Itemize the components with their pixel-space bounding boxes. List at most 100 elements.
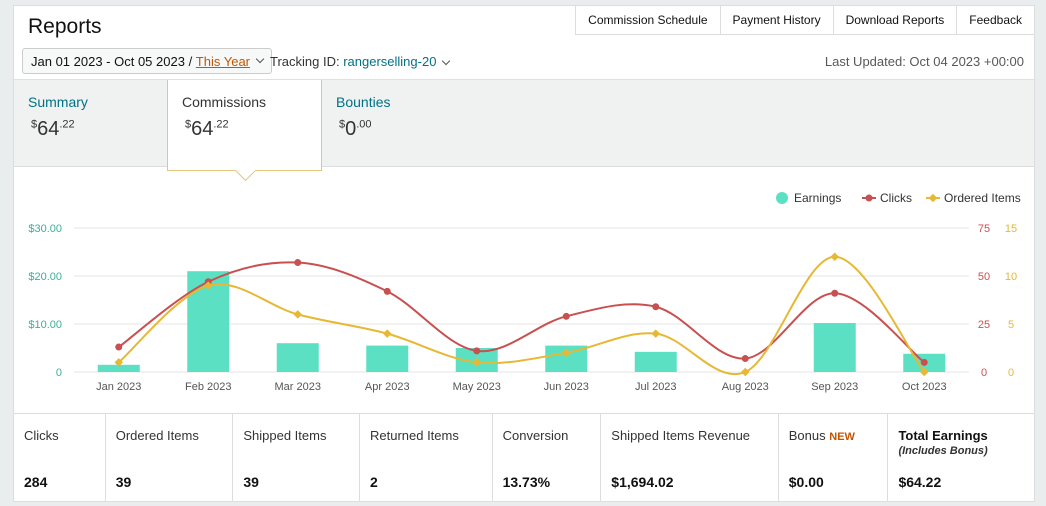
reports-panel: Reports Commission Schedule Payment Hist… <box>13 5 1035 502</box>
stat-clicks: Clicks 284 <box>14 414 106 502</box>
clicks-point <box>473 347 481 355</box>
stat-value: 39 <box>243 474 259 490</box>
ordered-items-point <box>293 310 302 319</box>
date-range-select[interactable]: Jan 01 2023 - Oct 05 2023 / This Year <box>22 48 272 74</box>
tracking-id-value: rangerselling-20 <box>343 54 437 69</box>
stat-returned-items: Returned Items 2 <box>360 414 493 502</box>
right-axis-2-tick: 5 <box>1008 319 1014 331</box>
stat-label: Total Earnings <box>898 428 988 443</box>
x-axis-tick: Jul 2023 <box>635 381 677 393</box>
feedback-link[interactable]: Feedback <box>957 5 1035 35</box>
tab-commissions[interactable]: Commissions $64.22 <box>167 80 322 182</box>
date-preset-link[interactable]: This Year <box>195 53 250 69</box>
stat-label: Ordered Items <box>115 428 199 443</box>
x-axis-tick: Jun 2023 <box>544 381 589 393</box>
tab-label: Commissions <box>182 94 267 110</box>
clicks-point <box>831 289 839 297</box>
chevron-down-icon <box>255 54 265 64</box>
ordered-items-point <box>920 367 929 377</box>
stat-shipped-items: Shipped Items 39 <box>233 414 360 502</box>
tab-summary[interactable]: Summary $64.22 <box>14 80 166 166</box>
tab-value: $64.22 <box>31 118 75 140</box>
stat-value: 2 <box>369 474 378 490</box>
ordered-items-point <box>472 358 481 367</box>
top-links: Commission Schedule Payment History Down… <box>575 5 1035 35</box>
last-updated: Last Updated: Oct 04 2023 +00:00 <box>824 54 1024 69</box>
clicks-point <box>294 259 302 267</box>
stat-value: $64.22 <box>898 474 942 490</box>
stat-label: Clicks <box>24 428 59 443</box>
date-separator: / <box>184 53 196 69</box>
tab-label: Bounties <box>336 94 391 110</box>
tracking-label: Tracking ID: <box>270 54 344 69</box>
x-axis-tick: Jan 2023 <box>96 381 141 393</box>
clicks-line <box>118 261 925 364</box>
right-axis-1-tick: 0 <box>981 367 987 379</box>
ordered-items-point <box>114 358 123 367</box>
stat-value: 284 <box>24 474 48 490</box>
stat-label: Bonus NEW <box>788 428 855 443</box>
earnings-bar <box>366 345 409 372</box>
right-axis-2-tick: 10 <box>1005 271 1017 283</box>
stats-bar: Clicks 284 Ordered Items 39 Shipped Item… <box>14 413 1034 502</box>
left-axis-tick: 0 <box>56 367 62 379</box>
right-axis-1-tick: 25 <box>978 319 990 331</box>
tab-value: $64.22 <box>185 118 229 140</box>
ordered-items-point <box>830 252 839 262</box>
left-axis-tick: $30.00 <box>28 223 62 235</box>
stat-label: Returned Items <box>369 428 459 443</box>
clicks-point <box>741 355 749 363</box>
clicks-point <box>115 343 123 351</box>
earnings-chart: 0 0 0 $10.00 25 5 $20.00 50 10 $30.00 75 15 Jan 2023… <box>28 191 1021 393</box>
legend-marker <box>776 192 788 204</box>
date-range-text: Jan 01 2023 - Oct 05 2023 <box>31 53 185 69</box>
stat-label: Shipped Items Revenue <box>611 428 751 443</box>
legend-label: Earnings <box>794 191 841 205</box>
chevron-down-icon <box>442 56 451 66</box>
stat-value: $1,694.02 <box>611 474 674 490</box>
tab-label: Summary <box>28 94 88 110</box>
stat-value: $0.00 <box>788 474 824 490</box>
stat-shipped-revenue: Shipped Items Revenue $1,694.02 <box>601 414 779 502</box>
summary-tabs: Summary $64.22 Commissions $64.22 Bounti… <box>14 79 1034 182</box>
ordered-items-point <box>383 329 392 338</box>
stat-value: 39 <box>115 474 132 490</box>
left-axis-tick: $20.00 <box>28 271 62 283</box>
download-reports-link[interactable]: Download Reports <box>833 5 958 35</box>
commission-schedule-link[interactable]: Commission Schedule <box>575 5 721 35</box>
x-axis-tick: Sep 2023 <box>811 381 858 393</box>
x-axis-tick: Apr 2023 <box>365 381 410 393</box>
stat-ordered-items: Ordered Items 39 <box>106 414 234 502</box>
tracking-id-select[interactable]: Tracking ID: rangerselling-20 <box>270 54 451 69</box>
stat-label: Shipped Items <box>243 428 327 443</box>
legend-marker <box>928 193 938 203</box>
stat-label: Conversion <box>502 428 569 443</box>
legend-label: Ordered Items <box>944 191 1021 205</box>
right-axis-1-tick: 50 <box>978 271 990 283</box>
legend-marker <box>865 194 873 202</box>
clicks-point <box>383 287 391 295</box>
payment-history-link[interactable]: Payment History <box>720 5 834 35</box>
stat-value: 13.73% <box>502 474 551 490</box>
clicks-point <box>652 303 660 311</box>
stat-sublabel: (Includes Bonus) <box>898 445 988 457</box>
clicks-point <box>562 312 570 320</box>
ordered-items-line <box>118 255 926 376</box>
right-axis-2-tick: 15 <box>1005 223 1017 235</box>
x-axis-tick: Feb 2023 <box>185 381 231 393</box>
earnings-bar <box>97 364 140 372</box>
ordered-items-point <box>741 367 750 377</box>
x-axis-tick: Aug 2023 <box>722 381 769 393</box>
left-axis-tick: $10.00 <box>28 319 62 331</box>
active-tab-pointer <box>234 159 257 182</box>
x-axis-tick: May 2023 <box>453 381 501 393</box>
tab-value: $0.00 <box>339 118 372 140</box>
tab-bounties[interactable]: Bounties $0.00 <box>322 80 472 166</box>
earnings-bar <box>634 351 677 372</box>
stat-total-earnings: Total Earnings (Includes Bonus) $64.22 <box>888 414 1034 502</box>
earnings-bar <box>276 343 319 372</box>
x-axis-tick: Oct 2023 <box>902 381 947 393</box>
new-badge: NEW <box>829 431 855 443</box>
right-axis-2-tick: 0 <box>1008 367 1014 379</box>
ordered-items-point <box>651 329 660 338</box>
